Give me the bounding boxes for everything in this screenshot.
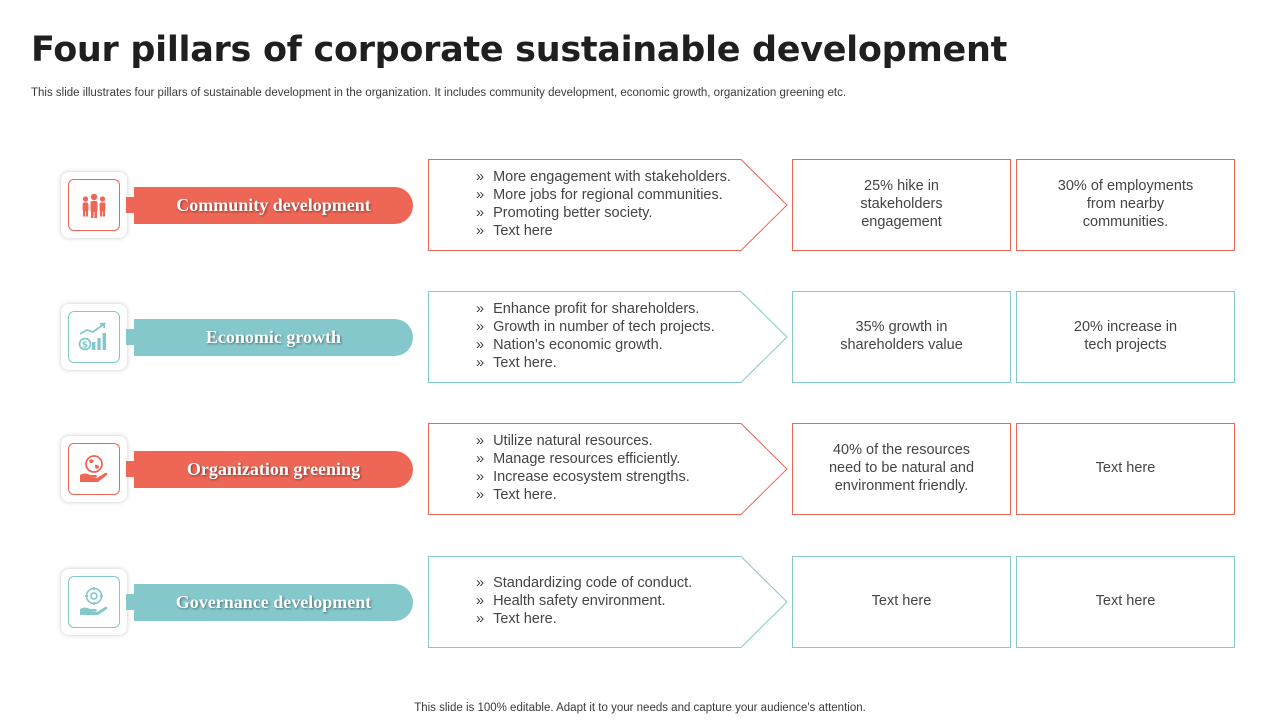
growth-chart-icon: $	[68, 311, 120, 363]
list-item: Increase ecosystem strengths.	[476, 469, 746, 487]
pillar-label: Community development	[134, 187, 413, 224]
pillar-label: Governance development	[134, 584, 413, 621]
list-item: Promoting better society.	[476, 205, 746, 223]
stat-box: 40% of the resources need to be natural …	[792, 423, 1011, 515]
stat-box: 30% of employments from nearby communiti…	[1016, 159, 1235, 251]
pillar-label: Organization greening	[134, 451, 413, 488]
stat-box: Text here	[1016, 423, 1235, 515]
bullet-list: More engagement with stakeholders. More …	[476, 159, 746, 251]
list-item: Manage resources efficiently.	[476, 451, 746, 469]
stat-box: 25% hike in stakeholders engagement	[792, 159, 1011, 251]
governance-hand-icon	[68, 576, 120, 628]
list-item: Standardizing code of conduct.	[476, 575, 746, 593]
stat-box: 20% increase in tech projects	[1016, 291, 1235, 383]
globe-hand-icon	[68, 443, 120, 495]
pillar-row-community: Community development More engagement wi…	[0, 159, 1280, 251]
list-item: Health safety environment.	[476, 593, 746, 611]
list-item: Growth in number of tech projects.	[476, 319, 746, 337]
stat-box: Text here	[1016, 556, 1235, 648]
pillar-row-governance: Governance development Standardizing cod…	[0, 556, 1280, 648]
bullet-list: Enhance profit for shareholders. Growth …	[476, 291, 746, 383]
stat-box: 35% growth in shareholders value	[792, 291, 1011, 383]
list-item: Text here.	[476, 487, 746, 505]
list-item: Text here.	[476, 611, 746, 629]
list-item: Text here	[476, 223, 746, 241]
list-item: Enhance profit for shareholders.	[476, 301, 746, 319]
icon-card	[61, 436, 127, 502]
slide-title: Four pillars of corporate sustainable de…	[31, 30, 1008, 70]
list-item: Text here.	[476, 355, 746, 373]
pillar-label: Economic growth	[134, 319, 413, 356]
bullet-list: Utilize natural resources. Manage resour…	[476, 423, 746, 515]
svg-text:$: $	[82, 341, 88, 351]
list-item: More jobs for regional communities.	[476, 187, 746, 205]
icon-card: $	[61, 304, 127, 370]
icon-card	[61, 569, 127, 635]
slide-footer: This slide is 100% editable. Adapt it to…	[414, 702, 866, 714]
pillar-row-economic: $ Economic growth Enhance profit for sha…	[0, 291, 1280, 383]
list-item: Utilize natural resources.	[476, 433, 746, 451]
people-group-icon	[68, 179, 120, 231]
stat-box: Text here	[792, 556, 1011, 648]
list-item: More engagement with stakeholders.	[476, 169, 746, 187]
list-item: Nation's economic growth.	[476, 337, 746, 355]
icon-card	[61, 172, 127, 238]
pillar-row-greening: Organization greening Utilize natural re…	[0, 423, 1280, 515]
bullet-list: Standardizing code of conduct. Health sa…	[476, 556, 746, 648]
slide-subtitle: This slide illustrates four pillars of s…	[31, 87, 847, 99]
